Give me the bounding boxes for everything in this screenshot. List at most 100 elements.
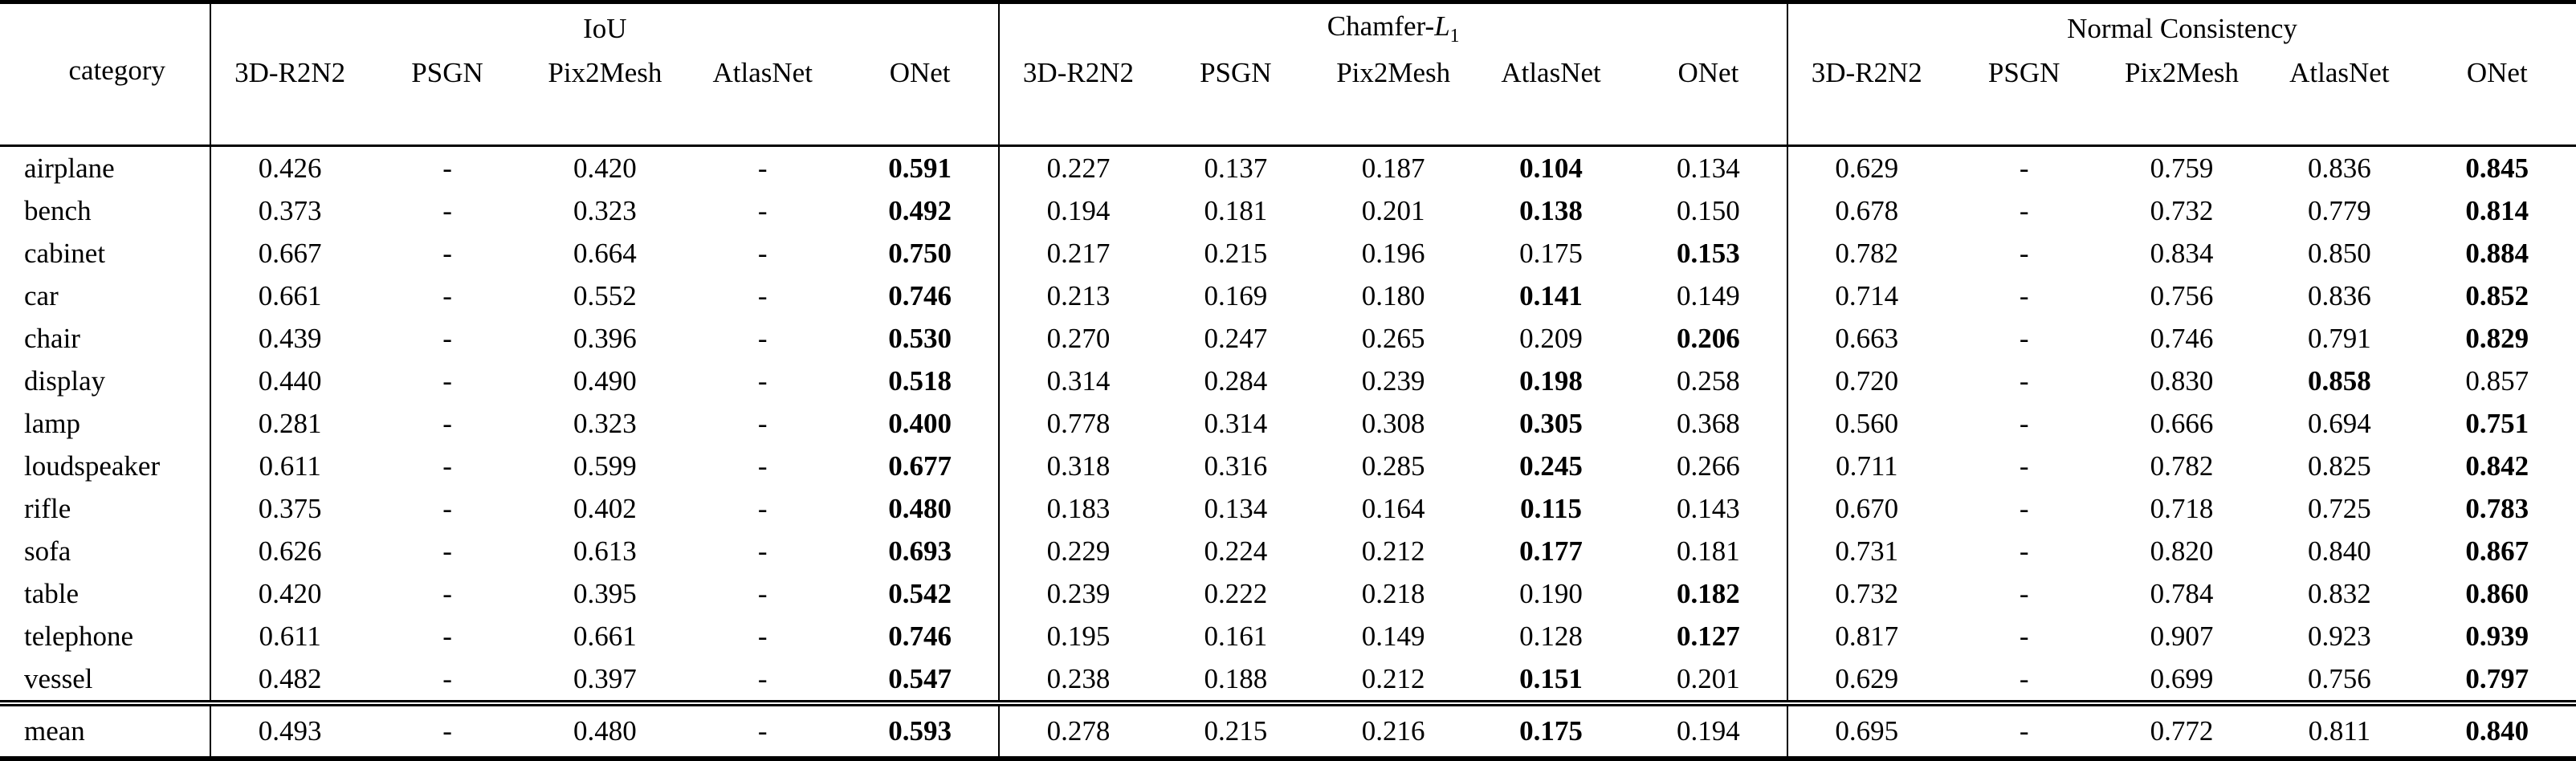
value-cell: 0.151: [1519, 662, 1583, 694]
value-cell: 0.188: [1204, 662, 1268, 694]
value-cell: 0.215: [1156, 700, 1314, 759]
value-cell: -: [2019, 152, 2029, 184]
value-cell: 0.104: [1519, 152, 1583, 184]
value-cell: -: [683, 700, 842, 759]
value-cell: 0.194: [1629, 700, 1788, 759]
value-cell: 0.196: [1361, 237, 1425, 269]
value-cell: 0.440: [210, 360, 369, 402]
value-cell: 0.224: [1204, 535, 1268, 567]
category-cell: display: [24, 364, 106, 397]
method-header: PSGN: [1200, 57, 1272, 88]
value-cell: 0.751: [2465, 407, 2529, 439]
value-cell: 0.694: [2307, 407, 2371, 439]
value-cell: 0.725: [2307, 492, 2371, 524]
value-cell: -: [2019, 492, 2029, 524]
value-cell: -: [757, 620, 768, 652]
value-cell: 0.518: [888, 364, 952, 397]
value-cell: 0.784: [2150, 577, 2214, 609]
table-row: cabinet 0.667 - 0.664 - 0.750 0.217 0.215 0.196 0…: [0, 232, 2576, 275]
value-cell: -: [442, 577, 452, 609]
value-cell: 0.711: [1787, 445, 1946, 487]
header-spacer-cell: [2102, 95, 2261, 147]
value-cell: -: [757, 450, 768, 482]
value-cell: 0.396: [573, 322, 637, 354]
header-spacer-cell: [368, 95, 527, 147]
value-cell: 0.677: [888, 450, 952, 482]
category-cell: car: [24, 279, 59, 311]
group-label-chamfer-sub: 1: [1449, 26, 1460, 47]
value-cell: -: [2019, 577, 2029, 609]
value-cell: 0.169: [1204, 279, 1268, 311]
value-cell: -: [2019, 364, 2029, 397]
header-spacer-cell: [526, 95, 684, 147]
header-spacer-cell: [1472, 95, 1630, 147]
category-cell: table: [24, 577, 79, 609]
group-label-chamfer-prefix: Chamfer-: [1327, 10, 1435, 42]
value-cell: -: [757, 279, 768, 311]
value-cell: 0.420: [210, 572, 369, 615]
value-cell: 0.667: [210, 232, 369, 275]
header-spacer-cell: [1787, 95, 1946, 147]
value-cell: 0.860: [2465, 577, 2529, 609]
value-cell: 0.216: [1314, 700, 1473, 759]
table-row: car 0.661 - 0.552 - 0.746 0.213 0.169 0.180 0.141…: [0, 275, 2576, 317]
value-cell: 0.756: [2307, 662, 2371, 694]
value-cell: 0.759: [2150, 152, 2214, 184]
value-cell: 0.814: [2465, 194, 2529, 226]
value-cell: 0.746: [888, 620, 952, 652]
group-label-normal-consistency: Normal Consistency: [2067, 13, 2297, 44]
value-cell: 0.666: [2150, 407, 2214, 439]
value-cell: 0.137: [1204, 152, 1268, 184]
value-cell: 0.314: [998, 360, 1157, 402]
value-cell: -: [2019, 407, 2029, 439]
value-cell: 0.215: [1204, 237, 1268, 269]
value-cell: -: [442, 407, 452, 439]
value-cell: 0.181: [1677, 535, 1740, 567]
value-cell: 0.811: [2260, 700, 2419, 759]
table-row: airplane 0.426 - 0.420 - 0.591 0.227 0.137 0.187…: [0, 145, 2576, 189]
method-header: Pix2Mesh: [2125, 57, 2239, 88]
value-cell: 0.850: [2307, 237, 2371, 269]
value-cell: 0.238: [998, 657, 1157, 703]
group-header-normal-consistency: Normal Consistency: [1787, 2, 2576, 51]
value-cell: 0.783: [2465, 492, 2529, 524]
table-row: sofa 0.626 - 0.613 - 0.693 0.229 0.224 0.212 0.17…: [0, 530, 2576, 572]
value-cell: 0.284: [1204, 364, 1268, 397]
header-spacer-cell: [2418, 95, 2576, 147]
value-cell: 0.190: [1519, 577, 1583, 609]
value-cell: 0.198: [1519, 364, 1583, 397]
value-cell: 0.239: [1361, 364, 1425, 397]
category-cell: vessel: [24, 662, 93, 694]
value-cell: 0.857: [2465, 364, 2529, 397]
value-cell: -: [1945, 700, 2103, 759]
value-cell: 0.756: [2150, 279, 2214, 311]
value-cell: 0.817: [1787, 615, 1946, 657]
mean-row: mean 0.493-0.480-0.593 0.278 0.215 0.216 0.17…: [0, 700, 2576, 759]
value-cell: 0.314: [1204, 407, 1268, 439]
value-cell: -: [757, 577, 768, 609]
value-cell: 0.278: [998, 700, 1157, 759]
value-cell: 0.194: [998, 189, 1157, 232]
value-cell: 0.820: [2150, 535, 2214, 567]
value-cell: 0.626: [210, 530, 369, 572]
value-cell: 0.395: [573, 577, 637, 609]
category-cell: cabinet: [24, 237, 106, 269]
method-header: ONet: [2466, 57, 2528, 88]
value-cell: -: [757, 662, 768, 694]
value-cell: 0.182: [1677, 577, 1740, 609]
table-row: vessel 0.482 - 0.397 - 0.547 0.238 0.188 0.212 0.…: [0, 657, 2576, 703]
value-cell: 0.678: [1787, 189, 1946, 232]
value-cell: 0.323: [573, 194, 637, 226]
method-header: PSGN: [411, 57, 483, 88]
method-header: 3D-R2N2: [998, 51, 1157, 95]
value-cell: 0.323: [573, 407, 637, 439]
value-cell: 0.128: [1519, 620, 1583, 652]
value-cell: 0.836: [2307, 152, 2371, 184]
value-cell: 0.829: [2465, 322, 2529, 354]
value-cell: 0.836: [2307, 279, 2371, 311]
value-cell: -: [2019, 620, 2029, 652]
value-cell: 0.201: [1677, 662, 1740, 694]
table-row: rifle 0.375 - 0.402 - 0.480 0.183 0.134 0.164 0.1…: [0, 487, 2576, 530]
value-cell: 0.187: [1361, 152, 1425, 184]
